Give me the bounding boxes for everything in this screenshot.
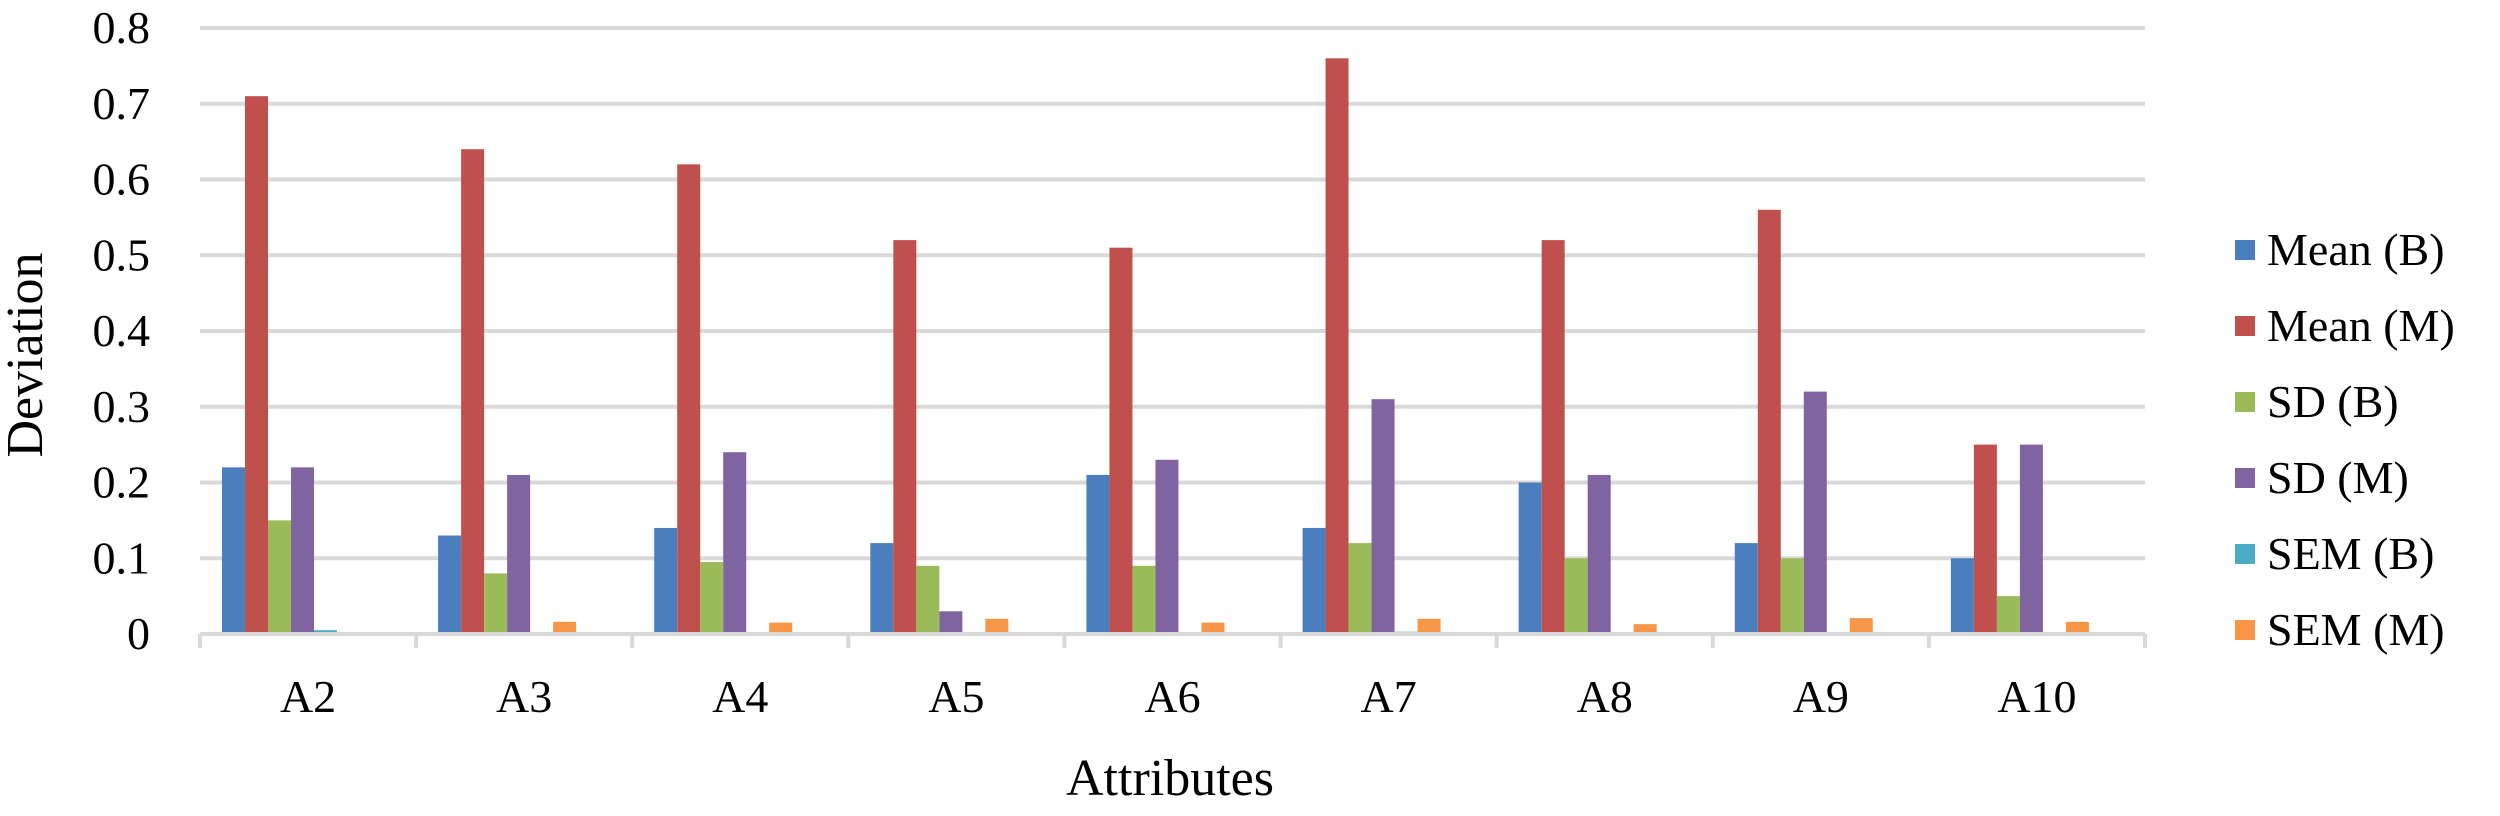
bar	[893, 240, 917, 634]
y-tick-label: 0.4	[93, 305, 151, 356]
y-tick-label: 0.5	[93, 229, 151, 280]
bar	[1780, 558, 1804, 634]
y-tick-label: 0.8	[93, 2, 151, 53]
x-tick-label: A4	[712, 671, 768, 722]
bar	[438, 535, 462, 634]
bar	[1201, 622, 1225, 634]
y-tick-label: 0.1	[93, 532, 151, 583]
bar	[1518, 482, 1542, 634]
bar	[1633, 624, 1657, 634]
legend-label: Mean (B)	[2267, 224, 2445, 275]
y-axis-title: Deviation	[0, 252, 54, 457]
bar	[1541, 240, 1565, 634]
bar	[484, 573, 508, 634]
bar	[1086, 474, 1110, 634]
bar	[870, 543, 894, 634]
legend-label: SD (B)	[2267, 376, 2399, 427]
x-tick-label: A10	[1997, 671, 2076, 722]
bar	[1950, 558, 1974, 634]
x-tick-label: A5	[928, 671, 984, 722]
bar	[700, 562, 724, 634]
bars	[222, 58, 2089, 635]
bar	[1155, 459, 1179, 634]
bar	[1109, 247, 1133, 635]
bar	[1849, 618, 1873, 634]
axes: 0 0.1 0.2 0.3 0.4 0.5 0.6 0.7 0.8 A2 A3 A4 A5 A6 A7 A8 A…	[93, 2, 2147, 722]
legend-swatch	[2235, 620, 2255, 640]
x-tick-label: A7	[1360, 671, 1416, 722]
bar	[245, 96, 268, 635]
bar	[1417, 618, 1441, 634]
bar	[1348, 543, 1372, 634]
x-tick-label: A6	[1144, 671, 1200, 722]
bar	[1371, 399, 1395, 634]
bar	[1757, 209, 1781, 635]
bar	[461, 149, 485, 634]
y-tick-label: 0	[127, 608, 150, 659]
legend-swatch	[2235, 316, 2255, 336]
bar	[507, 474, 531, 634]
legend-swatch	[2235, 240, 2255, 260]
bar	[1132, 565, 1156, 634]
bar	[1564, 558, 1588, 634]
x-tick-label: A9	[1793, 671, 1849, 722]
legend-label: SEM (B)	[2267, 528, 2434, 579]
bar	[2019, 444, 2043, 634]
bar	[1325, 58, 1349, 635]
x-tick-label: A3	[496, 671, 552, 722]
bar	[291, 467, 314, 634]
bar	[769, 622, 793, 634]
bar	[1734, 543, 1758, 634]
bar	[222, 467, 245, 634]
bar	[985, 618, 1009, 634]
y-tick-label: 0.7	[93, 78, 151, 129]
y-tick-label: 0.3	[93, 381, 151, 432]
y-tick-label: 0.6	[93, 154, 151, 205]
legend-label: SEM (M)	[2267, 604, 2445, 655]
x-axis-title: Attributes	[1066, 750, 1274, 807]
x-tick-label: A8	[1577, 671, 1633, 722]
legend-swatch	[2235, 392, 2255, 412]
legend-label: SD (M)	[2267, 452, 2409, 503]
legend: Mean (B) Mean (M) SD (B) SD (M) SEM (B) SEM (…	[2235, 224, 2455, 655]
bar	[1973, 444, 1997, 634]
bar	[723, 452, 747, 634]
legend-swatch	[2235, 544, 2255, 564]
bar	[1996, 596, 2020, 634]
bar	[939, 611, 963, 634]
bar	[1803, 391, 1827, 634]
bar	[916, 565, 940, 634]
y-tick-label: 0.2	[93, 457, 151, 508]
bar	[677, 164, 701, 634]
bar	[654, 527, 678, 634]
bar	[1302, 527, 1326, 634]
legend-label: Mean (M)	[2267, 300, 2455, 351]
bar	[553, 621, 577, 634]
x-tick-label: A2	[280, 671, 336, 722]
bar	[268, 520, 291, 634]
bar	[2065, 621, 2089, 634]
bar	[1587, 474, 1611, 634]
legend-swatch	[2235, 468, 2255, 488]
